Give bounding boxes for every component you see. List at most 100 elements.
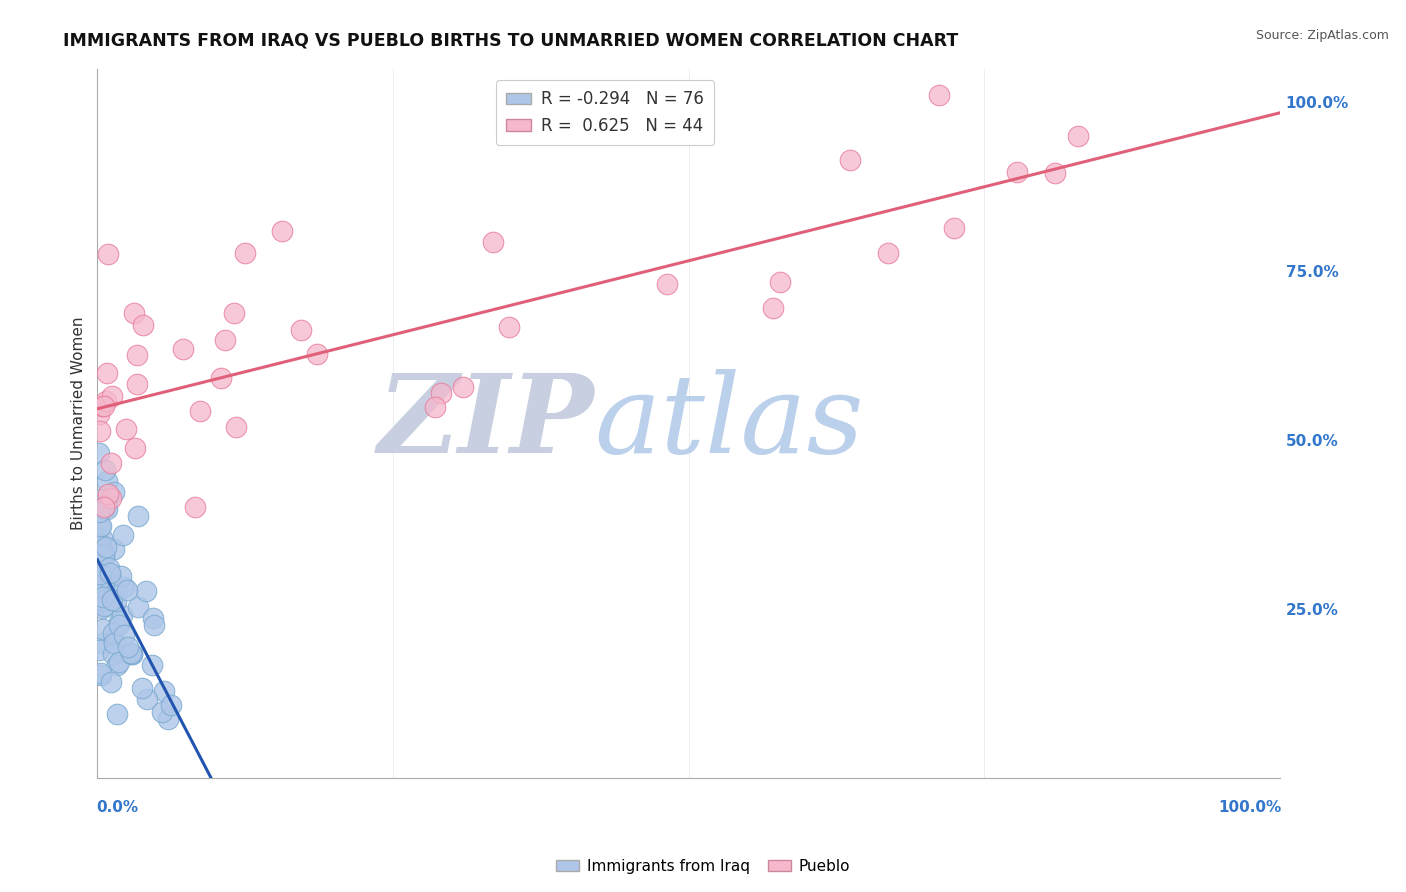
Point bbox=[91, 622, 114, 636]
Point bbox=[98, 566, 121, 580]
Point bbox=[91, 601, 114, 615]
Point bbox=[94, 598, 117, 612]
Point bbox=[233, 246, 256, 260]
Point bbox=[103, 542, 125, 557]
Point bbox=[101, 388, 124, 402]
Point bbox=[838, 153, 860, 167]
Point bbox=[97, 247, 120, 261]
Point bbox=[110, 569, 132, 583]
Point bbox=[96, 474, 118, 488]
Point bbox=[90, 518, 112, 533]
Point bbox=[87, 501, 110, 516]
Point bbox=[103, 484, 125, 499]
Text: IMMIGRANTS FROM IRAQ VS PUEBLO BIRTHS TO UNMARRIED WOMEN CORRELATION CHART: IMMIGRANTS FROM IRAQ VS PUEBLO BIRTHS TO… bbox=[63, 31, 959, 49]
Point bbox=[107, 617, 129, 632]
Point bbox=[101, 626, 124, 640]
Point bbox=[87, 446, 110, 460]
Point bbox=[152, 684, 174, 698]
Point bbox=[1007, 165, 1029, 179]
Point bbox=[125, 377, 148, 392]
Point bbox=[305, 347, 328, 361]
Point bbox=[94, 540, 117, 554]
Point bbox=[89, 585, 111, 599]
Point bbox=[91, 590, 114, 604]
Point bbox=[124, 441, 146, 455]
Point bbox=[105, 706, 128, 721]
Point bbox=[188, 404, 211, 418]
Point bbox=[89, 518, 111, 533]
Point bbox=[172, 342, 194, 356]
Point bbox=[93, 500, 115, 515]
Point bbox=[762, 301, 785, 315]
Point bbox=[87, 505, 110, 519]
Point bbox=[105, 657, 128, 672]
Point bbox=[156, 712, 179, 726]
Point bbox=[136, 692, 159, 706]
Point bbox=[159, 698, 181, 712]
Text: ZIP: ZIP bbox=[377, 369, 595, 477]
Point bbox=[91, 636, 114, 650]
Point bbox=[93, 548, 115, 562]
Point bbox=[928, 88, 950, 103]
Point bbox=[89, 424, 111, 438]
Point bbox=[87, 539, 110, 553]
Point bbox=[89, 537, 111, 551]
Point bbox=[131, 681, 153, 695]
Point bbox=[93, 549, 115, 564]
Point bbox=[87, 642, 110, 657]
Point bbox=[100, 574, 122, 588]
Point bbox=[111, 607, 134, 622]
Point bbox=[91, 594, 114, 608]
Point bbox=[135, 583, 157, 598]
Point bbox=[224, 306, 246, 320]
Point bbox=[97, 487, 120, 501]
Point bbox=[121, 647, 143, 661]
Point bbox=[225, 420, 247, 434]
Point bbox=[769, 275, 792, 289]
Point bbox=[93, 400, 115, 414]
Point bbox=[430, 386, 453, 401]
Point bbox=[657, 277, 679, 291]
Point bbox=[121, 647, 143, 661]
Point bbox=[128, 508, 150, 523]
Point bbox=[290, 323, 312, 337]
Legend: R = -0.294   N = 76, R =  0.625   N = 44: R = -0.294 N = 76, R = 0.625 N = 44 bbox=[496, 80, 714, 145]
Point bbox=[87, 578, 110, 592]
Text: 0.0%: 0.0% bbox=[96, 800, 138, 815]
Point bbox=[152, 706, 174, 720]
Point bbox=[96, 501, 118, 516]
Point bbox=[101, 590, 124, 604]
Point bbox=[91, 399, 114, 413]
Point bbox=[105, 583, 128, 598]
Point bbox=[89, 566, 111, 581]
Point bbox=[90, 666, 112, 681]
Point bbox=[122, 306, 145, 320]
Point bbox=[115, 583, 138, 598]
Point bbox=[270, 224, 292, 238]
Point bbox=[100, 456, 122, 470]
Y-axis label: Births to Unmarried Women: Births to Unmarried Women bbox=[72, 317, 86, 530]
Point bbox=[97, 561, 120, 575]
Point bbox=[87, 492, 110, 507]
Point bbox=[112, 527, 135, 541]
Point bbox=[90, 548, 112, 562]
Legend: Immigrants from Iraq, Pueblo: Immigrants from Iraq, Pueblo bbox=[550, 853, 856, 880]
Point bbox=[451, 380, 474, 394]
Point bbox=[96, 497, 118, 511]
Point bbox=[112, 580, 135, 594]
Point bbox=[482, 235, 505, 250]
Point bbox=[1067, 128, 1090, 143]
Point bbox=[87, 407, 110, 421]
Point bbox=[498, 320, 520, 334]
Point bbox=[90, 667, 112, 681]
Point bbox=[104, 594, 127, 608]
Point bbox=[125, 348, 148, 362]
Point bbox=[101, 647, 124, 661]
Point bbox=[94, 501, 117, 516]
Text: 100.0%: 100.0% bbox=[1218, 800, 1281, 815]
Point bbox=[423, 400, 446, 414]
Point bbox=[108, 615, 131, 629]
Point bbox=[184, 500, 207, 515]
Point bbox=[117, 640, 139, 654]
Point bbox=[112, 628, 135, 642]
